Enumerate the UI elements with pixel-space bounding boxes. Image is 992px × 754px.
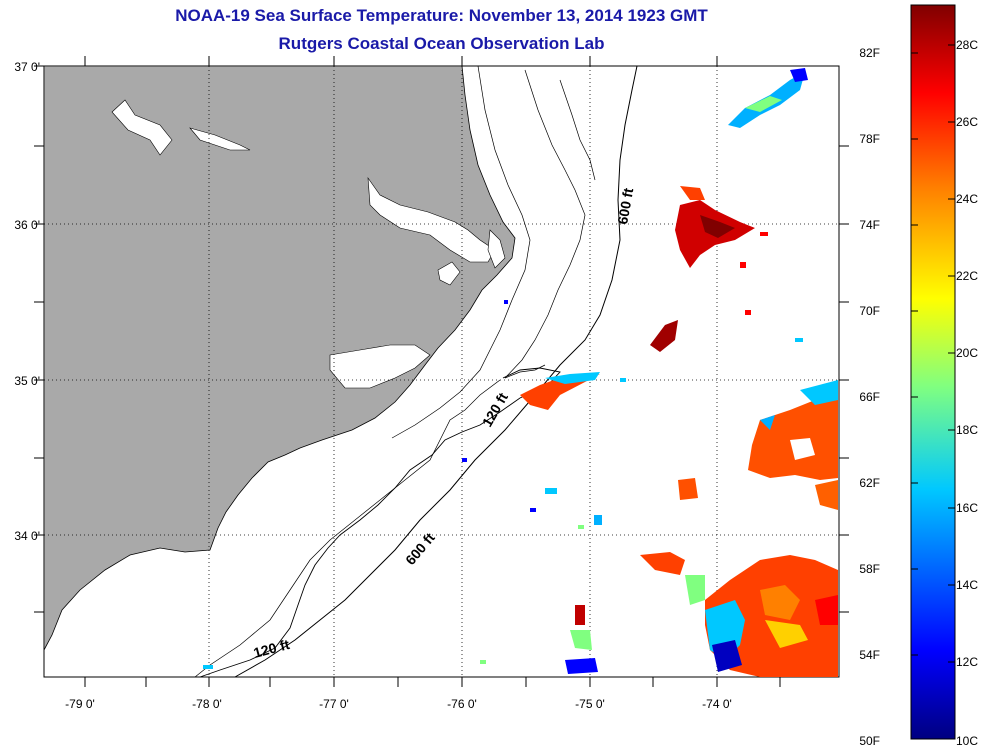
colorbar-f-label-50: 50F bbox=[859, 734, 880, 748]
colorbar-c-label-20: 20C bbox=[956, 346, 979, 360]
colorbar-c-label-26: 26C bbox=[956, 115, 979, 129]
coastline-detail bbox=[194, 65, 596, 678]
sst-patches bbox=[203, 68, 838, 677]
colorbar-f-label-74: 74F bbox=[859, 218, 880, 232]
page-title: NOAA-19 Sea Surface Temperature: Novembe… bbox=[175, 6, 708, 25]
colorbar-c-label-18: 18C bbox=[956, 423, 979, 437]
lon-label-78: -78 0' bbox=[192, 697, 222, 711]
lon-label-76: -76 0' bbox=[447, 697, 477, 711]
colorbar-f-label-54: 54F bbox=[859, 648, 880, 662]
axis-ticks bbox=[34, 56, 849, 687]
colorbar-f-label-62: 62F bbox=[859, 476, 880, 490]
lat-label-36: 36 0' bbox=[14, 218, 40, 232]
colorbar-c-label-24: 24C bbox=[956, 192, 979, 206]
isobath-600ft bbox=[234, 65, 638, 678]
lat-label-35: 35 0' bbox=[14, 374, 40, 388]
colorbar-f-label-66: 66F bbox=[859, 390, 880, 404]
colorbar-c-label-16: 16C bbox=[956, 501, 979, 515]
colorbar-c-label-14: 14C bbox=[956, 578, 979, 592]
lat-label-37: 37 0' bbox=[14, 60, 40, 74]
colorbar-f-label-58: 58F bbox=[859, 562, 880, 576]
colorbar-f-label-78: 78F bbox=[859, 132, 880, 146]
page-subtitle: Rutgers Coastal Ocean Observation Lab bbox=[278, 34, 605, 53]
colorbar-c-label-22: 22C bbox=[956, 269, 979, 283]
colorbar-f-label-82: 82F bbox=[859, 46, 880, 60]
lon-label-79: -79 0' bbox=[65, 697, 95, 711]
colorbar-gradient bbox=[911, 5, 955, 739]
lon-label-75: -75 0' bbox=[575, 697, 605, 711]
colorbar-c-label-12: 12C bbox=[956, 655, 979, 669]
colorbar-c-label-28: 28C bbox=[956, 38, 979, 52]
contour-label-600ft-north: 600 ft bbox=[614, 186, 636, 225]
inland-water bbox=[111, 99, 506, 389]
lon-label-77: -77 0' bbox=[319, 697, 349, 711]
lon-label-74: -74 0' bbox=[702, 697, 732, 711]
colorbar-f-label-70: 70F bbox=[859, 304, 880, 318]
colorbar-ticks bbox=[911, 44, 955, 663]
graticule bbox=[44, 66, 839, 677]
lat-label-34: 34 0' bbox=[14, 529, 40, 543]
colorbar-c-label-10: 10C bbox=[956, 734, 979, 748]
